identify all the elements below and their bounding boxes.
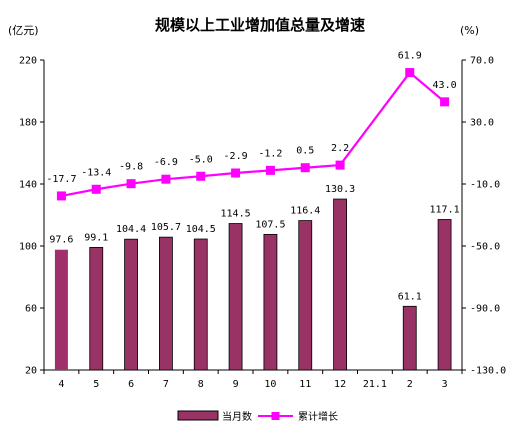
- line-marker: [56, 191, 66, 201]
- left-tick-label: 220: [19, 56, 37, 67]
- right-tick-label: -10.0: [470, 180, 500, 191]
- legend-line-marker: [271, 412, 280, 420]
- left-tick-label: 60: [25, 304, 37, 315]
- left-tick-label: 100: [19, 242, 37, 253]
- x-tick-label: 8: [198, 379, 204, 390]
- x-tick-label: 21.1: [363, 379, 387, 390]
- line-marker: [231, 168, 241, 178]
- line-marker: [161, 174, 171, 184]
- chart-title: 规模以上工业增加值总量及增速: [155, 16, 365, 34]
- bar: [263, 233, 278, 371]
- bar: [298, 220, 313, 371]
- bar-value-label: 99.1: [84, 232, 108, 243]
- bar: [193, 238, 208, 371]
- line-marker: [440, 97, 450, 107]
- right-tick-label: 70.0: [470, 56, 494, 67]
- bar: [89, 246, 104, 371]
- bar-value-label: 97.6: [49, 235, 73, 246]
- bar-value-label: 105.7: [151, 222, 181, 233]
- x-tick-label: 5: [93, 379, 99, 390]
- bar: [228, 223, 243, 371]
- line-value-label: -17.7: [46, 174, 76, 185]
- x-tick-label: 3: [442, 379, 448, 390]
- line-value-label: -5.0: [189, 154, 213, 165]
- line-value-label: 43.0: [433, 80, 457, 91]
- left-tick-label: 20: [25, 366, 37, 377]
- line-value-label: 2.2: [331, 143, 349, 154]
- bar-value-label: 117.1: [430, 204, 460, 215]
- bar: [333, 198, 347, 371]
- bar-value-label: 114.5: [221, 209, 251, 220]
- legend-bar-swatch: [177, 410, 219, 421]
- line-value-label: -13.4: [81, 167, 111, 178]
- axes: [40, 59, 466, 374]
- bar: [437, 219, 452, 371]
- legend: 当月数 累计增长: [177, 410, 338, 423]
- series-line: [61, 70, 446, 198]
- x-tick-label: 7: [163, 379, 169, 390]
- x-tick-label: 10: [264, 379, 276, 390]
- bar-value-label: 104.4: [116, 224, 146, 235]
- bars: [54, 198, 452, 371]
- line-marker: [91, 184, 101, 194]
- bar: [159, 236, 173, 371]
- bar-labels: 97.6 99.1 104.4 105.7 104.5 114.5 107.5 116.4 13…: [49, 184, 459, 302]
- line-marker: [405, 68, 415, 78]
- line-marker: [196, 171, 206, 181]
- x-tick-label: 2: [407, 379, 413, 390]
- line-marker: [300, 163, 310, 173]
- x-tick-label: 6: [128, 379, 134, 390]
- x-tick-label: 12: [334, 379, 346, 390]
- line-labels: -17.7 -13.4 -9.8 -6.9 -5.0 -2.9 -1.2 0.5 2.2 61.9…: [46, 51, 456, 185]
- bar-value-label: 116.4: [290, 206, 320, 217]
- right-tick-label: -90.0: [470, 304, 500, 315]
- line-value-label: -1.2: [258, 148, 282, 159]
- bar-value-label: 130.3: [325, 184, 355, 195]
- right-tick-label: -50.0: [470, 242, 500, 253]
- line-value-label: -9.8: [119, 162, 143, 173]
- bar-value-label: 104.5: [186, 224, 216, 235]
- left-axis-unit: (亿元): [8, 24, 39, 37]
- line-marker: [265, 165, 275, 175]
- line-value-label: 61.9: [398, 51, 422, 62]
- right-tick-label: 30.0: [470, 118, 494, 129]
- line-series: [56, 68, 450, 201]
- right-axis-unit: (%): [460, 24, 479, 37]
- line-marker: [335, 160, 345, 170]
- left-tick-label: 140: [19, 180, 37, 191]
- legend-bar-label: 当月数: [222, 410, 252, 423]
- left-tick-label: 180: [19, 118, 37, 129]
- right-tick-labels: -130.0 -90.0 -50.0 -10.0 30.0 70.0: [470, 56, 506, 377]
- bar: [54, 249, 68, 370]
- line-value-label: -6.9: [154, 157, 178, 168]
- right-tick-label: -130.0: [470, 366, 506, 377]
- left-tick-labels: 20 60 100 140 180 220: [19, 56, 37, 377]
- bar: [402, 305, 417, 371]
- bar-value-label: 107.5: [255, 219, 285, 230]
- line-marker: [126, 179, 136, 189]
- bar-value-label: 61.1: [398, 291, 422, 302]
- x-tick-label: 4: [58, 379, 64, 390]
- legend-line-label: 累计增长: [298, 410, 338, 423]
- x-tick-labels: 4 5 6 7 8 9 10 11 12 21.1 2 3: [58, 379, 447, 390]
- x-tick-label: 9: [233, 379, 239, 390]
- bar: [124, 238, 138, 371]
- x-tick-label: 11: [299, 379, 311, 390]
- line-value-label: 0.5: [296, 146, 314, 157]
- line-value-label: -2.9: [224, 151, 248, 162]
